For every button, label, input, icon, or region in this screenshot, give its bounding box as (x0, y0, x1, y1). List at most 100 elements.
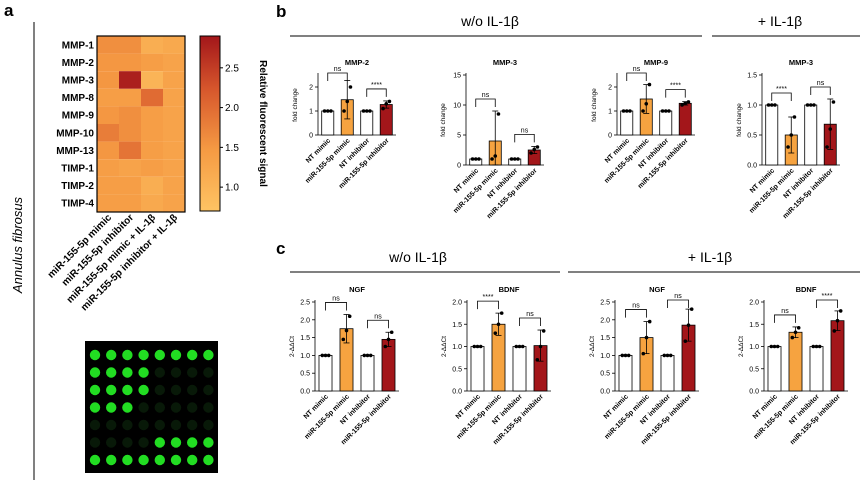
heatmap-cell (141, 124, 163, 142)
data-point (641, 109, 645, 113)
heatmap-cell (163, 106, 185, 124)
data-point (473, 157, 478, 161)
chart-title: NGF (349, 285, 365, 294)
heatmap-cell (119, 194, 141, 212)
colorbar-label: Relative fluorescent signal (257, 60, 268, 187)
bar (660, 354, 675, 392)
array-spot (170, 402, 182, 413)
data-point (496, 322, 501, 327)
heatmap-row-label: MMP-13 (56, 146, 94, 157)
bar (512, 346, 527, 392)
heatmap-border (96, 35, 186, 213)
heatmap-cell (163, 124, 185, 142)
data-point (828, 127, 833, 131)
data-point (535, 358, 540, 362)
y-tick-label: 2.0 (749, 300, 759, 307)
y-tick-label: 10 (453, 103, 461, 110)
y-tick-label: 2.5 (600, 300, 610, 307)
significance-bracket (625, 309, 647, 318)
significance-bracket (774, 314, 796, 323)
data-point (832, 329, 837, 333)
array-spot (122, 454, 133, 466)
y-axis-label: fold change (440, 103, 447, 137)
significance-bracket (477, 300, 499, 310)
y-axis-label: 2-ΔΔCt (589, 336, 596, 357)
y-tick-label: 1.5 (749, 322, 759, 329)
significance-bracket (514, 133, 535, 143)
y-tick-label: 0.5 (300, 371, 310, 378)
data-point (838, 309, 843, 313)
heatmap-cell (141, 106, 163, 124)
significance-bracket (665, 89, 686, 98)
data-point (490, 157, 494, 161)
array-spot (122, 349, 133, 361)
heatmap-cell (141, 71, 163, 89)
group-header-c-without-il1b: w/o IL-1β (388, 249, 447, 265)
data-point (665, 353, 670, 358)
heatmap-cell (163, 176, 185, 195)
data-point (647, 82, 652, 87)
array-spot (122, 367, 133, 378)
data-point (472, 344, 477, 349)
bar (767, 346, 782, 392)
data-point (517, 344, 522, 349)
array-spot (89, 402, 101, 413)
array-spot (106, 349, 117, 361)
chart-title: MMP-3 (789, 58, 813, 67)
data-point (368, 353, 373, 358)
array-spot (154, 402, 165, 413)
array-spot (187, 454, 198, 466)
y-tick-label: 15 (453, 73, 461, 80)
group-header-c-with-il1b: + IL-1β (688, 249, 732, 265)
y-tick-label: 1.5 (600, 335, 610, 342)
significance-label: ns (633, 66, 641, 73)
data-point (368, 109, 372, 113)
array-spot (187, 437, 198, 448)
chart-title: NGF (649, 285, 665, 294)
data-point (683, 339, 688, 343)
data-point (628, 109, 632, 113)
heatmap-cell (163, 141, 185, 160)
heatmap-cell (163, 159, 185, 177)
panel-label-a: a (4, 1, 14, 20)
y-tick-label: 0.0 (600, 389, 610, 396)
significance-label: **** (776, 86, 787, 93)
heatmap-row-label: MMP-9 (62, 111, 95, 122)
array-spot (138, 437, 149, 448)
y-tick-label: 0.5 (452, 366, 462, 373)
data-point (686, 323, 691, 327)
y-tick-label: 0.5 (747, 133, 757, 140)
significance-label: ns (482, 92, 490, 99)
array-spot (187, 402, 198, 413)
heatmap-cell (141, 141, 163, 160)
data-point (347, 314, 352, 319)
data-point (620, 353, 625, 358)
bar (318, 354, 333, 392)
data-point (835, 318, 840, 323)
panel-label-c: c (276, 239, 285, 258)
significance-bracket (325, 302, 347, 311)
y-tick-label: 1.5 (452, 322, 462, 329)
heatmap-cell (141, 36, 163, 54)
data-point (514, 344, 519, 349)
significance-bracket (519, 317, 541, 327)
array-spot (138, 419, 149, 431)
bar (765, 104, 779, 166)
data-point (329, 109, 333, 113)
significance-label: ns (374, 313, 382, 320)
y-tick-label: 1.0 (747, 103, 757, 110)
y-tick-label: 2 (608, 85, 612, 92)
array-spot (138, 367, 149, 378)
array-spot (106, 454, 117, 466)
significance-label: ns (781, 308, 789, 315)
bar (620, 110, 634, 136)
y-tick-label: 1.5 (300, 335, 310, 342)
data-point (342, 109, 346, 113)
data-point (516, 157, 520, 161)
